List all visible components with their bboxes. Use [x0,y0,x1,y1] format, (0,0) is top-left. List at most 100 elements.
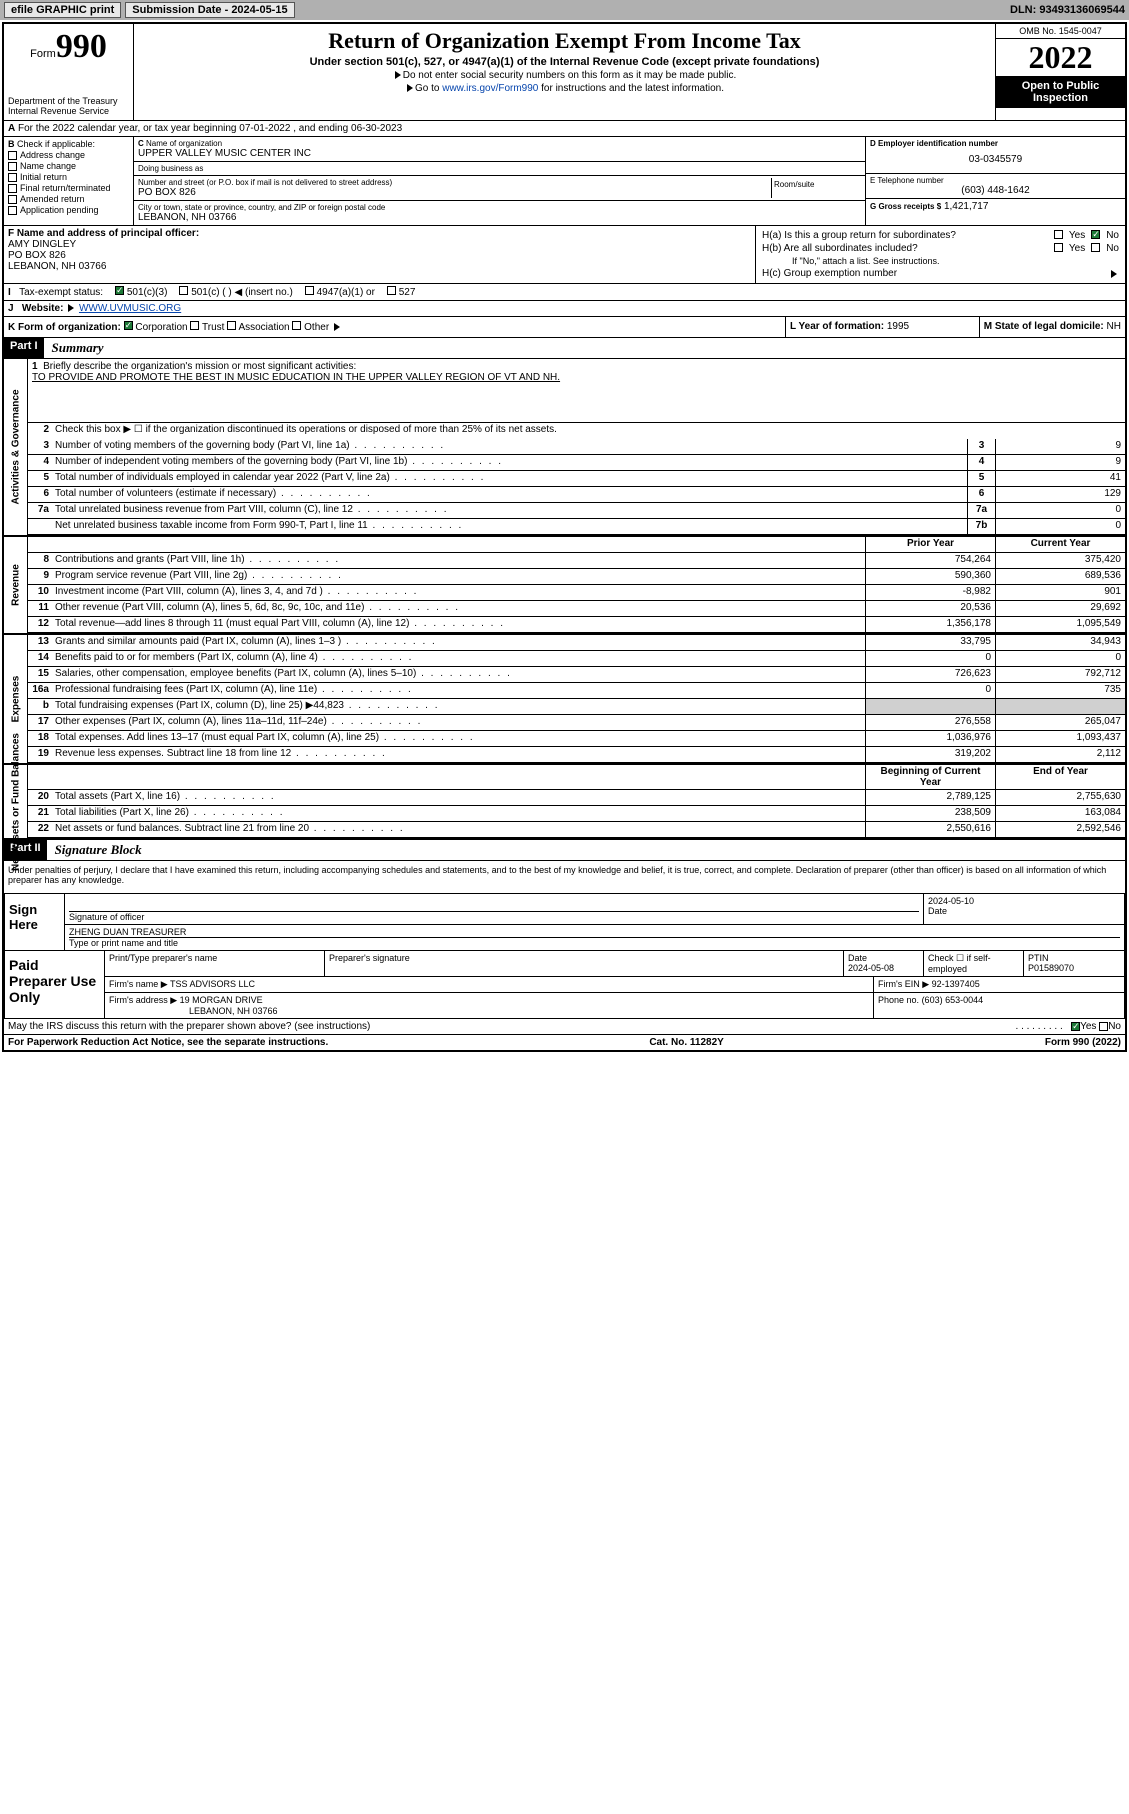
org-city: LEBANON, NH 03766 [138,212,861,223]
col-h: H(a) Is this a group return for subordin… [755,226,1125,283]
col-c-org: C Name of organization UPPER VALLEY MUSI… [134,137,865,225]
chk-501c3[interactable] [115,286,124,295]
submission-date-button[interactable]: Submission Date - 2024-05-15 [125,2,294,18]
summary-line: 14Benefits paid to or for members (Part … [28,651,1125,667]
chk-trust[interactable] [190,321,199,330]
firm-addr1: 19 MORGAN DRIVE [180,995,263,1005]
side-expenses: Expenses [10,676,21,723]
chk-final[interactable] [8,184,17,193]
ha-no[interactable] [1091,230,1100,239]
summary-line: 12Total revenue—add lines 8 through 11 (… [28,617,1125,633]
tax-year: 2022 [996,39,1125,76]
chk-assoc[interactable] [227,321,236,330]
summary-line: Net unrelated business taxable income fr… [28,519,1125,535]
hb-no[interactable] [1091,243,1100,252]
summary-line: 9Program service revenue (Part VIII, lin… [28,569,1125,585]
state-domicile: NH [1107,321,1121,332]
block-fh: F Name and address of principal officer:… [4,226,1125,284]
block-bc: B Check if applicable: Address change Na… [4,137,1125,226]
summary-line: bTotal fundraising expenses (Part IX, co… [28,699,1125,715]
sig-date: 2024-05-10 [928,896,1120,906]
paid-preparer-block: Paid Preparer Use Only Print/Type prepar… [4,951,1125,1019]
phone: (603) 448-1642 [870,185,1121,196]
summary-line: 21Total liabilities (Part X, line 26)238… [28,806,1125,822]
website-link[interactable]: WWW.UVMUSIC.ORG [79,303,181,314]
col-prior: Prior Year [865,537,995,552]
firm-addr2: LEBANON, NH 03766 [109,1006,278,1016]
ptin: P01589070 [1028,963,1074,973]
summary-line: 3Number of voting members of the governi… [28,439,1125,455]
discuss-yes[interactable] [1071,1022,1080,1031]
form-header: Form990 Department of the TreasuryIntern… [4,24,1125,121]
col-beginning: Beginning of Current Year [865,765,995,789]
summary-line: 16aProfessional fundraising fees (Part I… [28,683,1125,699]
officer-addr1: PO BOX 826 [8,250,751,261]
room-suite: Room/suite [771,178,861,198]
chk-amended[interactable] [8,195,17,204]
line-1-mission: 1 Briefly describe the organization's mi… [28,359,1125,423]
side-netassets: Net Assets or Fund Balances [10,732,21,870]
mission-text: TO PROVIDE AND PROMOTE THE BEST IN MUSIC… [32,372,1121,384]
chk-address[interactable] [8,151,17,160]
form-number: 990 [56,28,107,65]
summary-line: 18Total expenses. Add lines 13–17 (must … [28,731,1125,747]
summary-line: 15Salaries, other compensation, employee… [28,667,1125,683]
row-a-period: A For the 2022 calendar year, or tax yea… [4,121,1125,137]
open-inspection: Open to Public Inspection [996,76,1125,108]
note-link: Go to www.irs.gov/Form990 for instructio… [138,83,991,94]
summary-line: 4Number of independent voting members of… [28,455,1125,471]
summary-line: 13Grants and similar amounts paid (Part … [28,635,1125,651]
firm-ein: 92-1397405 [932,979,980,989]
summary-line: 11Other revenue (Part VIII, column (A), … [28,601,1125,617]
form-label: Form [30,48,56,60]
chk-4947[interactable] [305,286,314,295]
section-expenses: Expenses 13Grants and similar amounts pa… [4,635,1125,765]
summary-line: 19Revenue less expenses. Subtract line 1… [28,747,1125,763]
summary-line: 22Net assets or fund balances. Subtract … [28,822,1125,838]
officer-name-title: ZHENG DUAN TREASURER [69,927,1120,938]
chk-name[interactable] [8,162,17,171]
chk-527[interactable] [387,286,396,295]
chk-pending[interactable] [8,206,17,215]
prep-date: 2024-05-08 [848,963,894,973]
note-ssn: Do not enter social security numbers on … [138,70,991,81]
gross-receipts: 1,421,717 [944,201,989,212]
side-governance: Activities & Governance [10,389,21,504]
hb-yes[interactable] [1054,243,1063,252]
chk-initial[interactable] [8,173,17,182]
dln-label: DLN: 93493136069544 [1010,4,1125,16]
page-footer: For Paperwork Reduction Act Notice, see … [4,1035,1125,1050]
sign-here-block: Sign Here Signature of officer 2024-05-1… [4,893,1125,951]
may-discuss-row: May the IRS discuss this return with the… [4,1019,1125,1035]
summary-line: 20Total assets (Part X, line 16)2,789,12… [28,790,1125,806]
col-current: Current Year [995,537,1125,552]
col-end: End of Year [995,765,1125,789]
firm-name: TSS ADVISORS LLC [170,979,255,989]
summary-line: 17Other expenses (Part IX, column (A), l… [28,715,1125,731]
officer-name: AMY DINGLEY [8,239,751,250]
summary-line: 8Contributions and grants (Part VIII, li… [28,553,1125,569]
side-revenue: Revenue [10,564,21,606]
form-title: Return of Organization Exempt From Incom… [138,28,991,54]
firm-phone: (603) 653-0044 [922,995,984,1005]
part1-header: Part I Summary [4,338,1125,359]
dept-label: Department of the TreasuryInternal Reven… [8,96,129,116]
efile-button[interactable]: efile GRAPHIC print [4,2,121,18]
chk-other[interactable] [292,321,301,330]
discuss-no[interactable] [1099,1022,1108,1031]
form-page: Form990 Department of the TreasuryIntern… [2,22,1127,1052]
ha-yes[interactable] [1054,230,1063,239]
line-2: Check this box ▶ ☐ if the organization d… [52,423,1125,439]
ein: 03-0345579 [870,148,1121,171]
chk-corp[interactable] [124,321,133,330]
form-subtitle: Under section 501(c), 527, or 4947(a)(1)… [138,56,991,68]
chk-501c[interactable] [179,286,188,295]
signature-declaration: Under penalties of perjury, I declare th… [4,861,1125,889]
section-netassets: Net Assets or Fund Balances Beginning of… [4,765,1125,840]
row-klm: K Form of organization: Corporation Trus… [4,317,1125,338]
omb-number: OMB No. 1545-0047 [996,24,1125,39]
part2-header: Part II Signature Block [4,840,1125,861]
section-revenue: Revenue Prior YearCurrent Year 8Contribu… [4,537,1125,635]
summary-line: 5Total number of individuals employed in… [28,471,1125,487]
irs-link[interactable]: www.irs.gov/Form990 [442,83,538,94]
